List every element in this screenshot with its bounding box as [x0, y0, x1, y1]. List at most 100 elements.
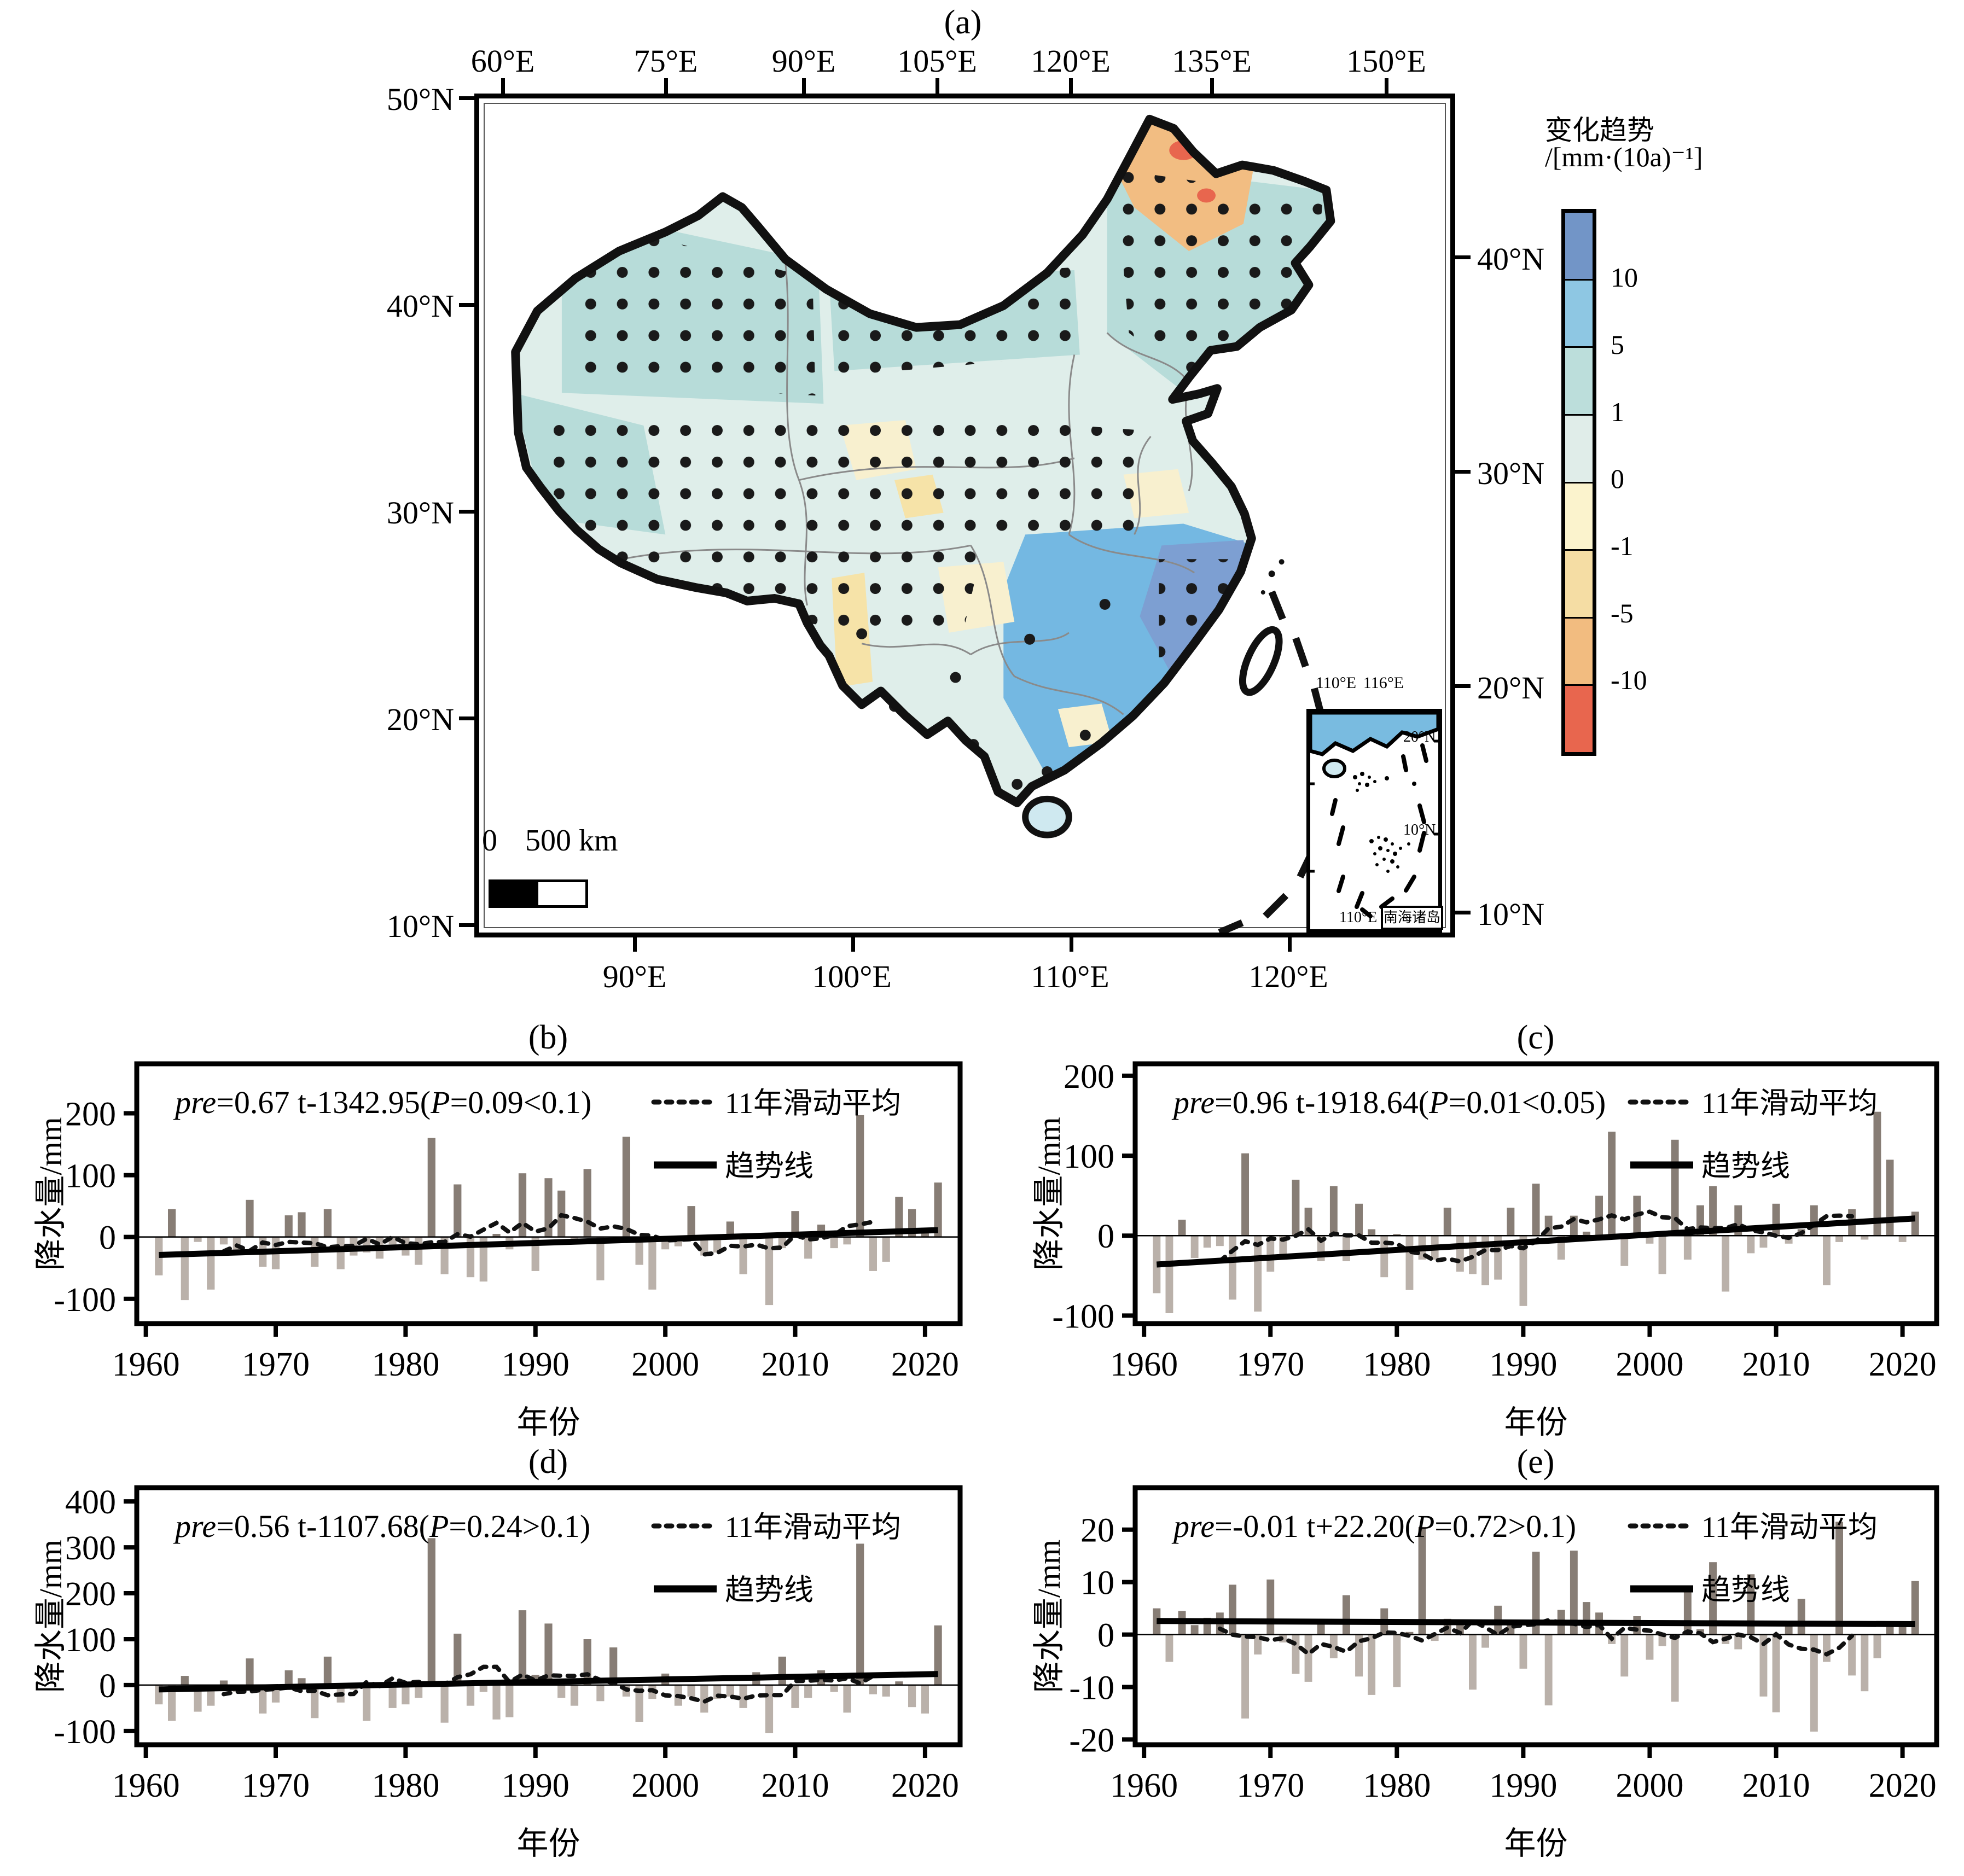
panel-d-title: (d)	[528, 1443, 568, 1481]
bar-1968	[246, 1199, 254, 1237]
trend-line	[1157, 1618, 1915, 1627]
map-top-label: 75°E	[634, 43, 698, 79]
inset-top-label: 110°E	[1315, 674, 1357, 692]
legend-ma-label: 11年滑动平均	[1701, 1087, 1878, 1120]
bar-1992	[557, 1685, 566, 1698]
colorbar-title-2: /[mm·(10a)⁻¹]	[1545, 142, 1703, 172]
bar-1991	[1532, 1184, 1540, 1236]
bars	[155, 1115, 942, 1306]
inset-frame	[1306, 709, 1442, 933]
plot-frame	[134, 1485, 963, 1747]
bar-2010	[1772, 1203, 1780, 1236]
map-right-label: 40°N	[1477, 241, 1545, 277]
x-tick-label: 1990	[502, 1346, 570, 1383]
bar-2006	[739, 1237, 747, 1274]
y-axis-label: 降水量/mm	[33, 1540, 68, 1693]
map-bottom-label: 110°E	[1031, 959, 1109, 994]
bar-2001	[1658, 1634, 1666, 1646]
x-tick-label: 2010	[1742, 1346, 1810, 1383]
map-tick	[1288, 936, 1292, 952]
bar-1996	[1595, 1196, 1603, 1236]
y-tick-label: 200	[65, 1576, 116, 1613]
bar-2019	[1886, 1160, 1894, 1236]
inset-box-label: 南海诸岛	[1381, 906, 1443, 930]
x-tick-label: 1990	[1489, 1346, 1557, 1383]
bar-1986	[479, 1237, 487, 1282]
bar-2008	[1747, 1236, 1755, 1254]
y-tick-label: 100	[1064, 1138, 1114, 1175]
map-tick	[1069, 78, 1073, 94]
bar-2011	[804, 1685, 812, 1698]
x-tick-label: 2010	[762, 1346, 829, 1383]
bar-1985	[466, 1685, 475, 1706]
panel-c-title: (c)	[1516, 1019, 1555, 1056]
bar-1963	[181, 1676, 189, 1685]
y-axis-label: 降水量/mm	[1031, 1117, 1067, 1270]
map-tick	[802, 78, 806, 94]
panel-e-title: (e)	[1516, 1443, 1555, 1481]
inset-top-label: 116°E	[1363, 674, 1404, 692]
bar-2014	[1823, 1634, 1831, 1662]
china-map	[511, 114, 1335, 933]
bar-2005	[726, 1685, 734, 1697]
map-tick	[633, 936, 637, 952]
bar-1995	[596, 1237, 605, 1280]
map-top-label: 150°E	[1346, 43, 1426, 79]
bar-2000	[1646, 1634, 1654, 1660]
colorbar-tick: 0	[1611, 463, 1624, 494]
colorbar	[1561, 209, 1596, 756]
map-left-label: 40°N	[386, 288, 454, 324]
bar-2016	[869, 1685, 877, 1694]
colorbar-segment-1	[1565, 278, 1593, 347]
bar-1966	[1216, 1236, 1224, 1246]
chart-panel-e: 20 10 0 -10 -20 1960 1970 1980 1990 2000 2010 2020 降…	[1031, 1441, 1964, 1876]
bar-1963	[1178, 1220, 1186, 1236]
bar-1967	[1229, 1236, 1236, 1300]
bar-1993	[570, 1685, 579, 1706]
bars	[1153, 1522, 1919, 1732]
x-tick-label: 1960	[112, 1346, 180, 1383]
bar-1987	[492, 1234, 501, 1237]
bar-1985	[1456, 1236, 1464, 1272]
bar-1982	[427, 1538, 435, 1685]
bar-1962	[1165, 1634, 1173, 1662]
bars	[1153, 1111, 1919, 1313]
bar-2017	[882, 1685, 890, 1697]
bar-2016	[869, 1237, 877, 1271]
x-axis-label: 年份	[516, 1405, 580, 1440]
bar-1997	[622, 1137, 630, 1237]
bar-2002	[687, 1685, 695, 1697]
y-tick-label: -100	[1052, 1298, 1114, 1335]
bar-2014	[1823, 1236, 1831, 1285]
colorbar-segment-5	[1565, 549, 1593, 617]
y-tick-label: 200	[65, 1096, 116, 1133]
bar-2014	[843, 1237, 851, 1245]
bar-1972	[298, 1212, 306, 1237]
bar-1999	[648, 1237, 656, 1290]
map-tick	[1455, 255, 1471, 259]
bar-1973	[1304, 1634, 1312, 1682]
equation: pre=0.67 t-1342.95(P=0.09<0.1)	[173, 1085, 591, 1120]
chart-b-svg: 200 100 0 -100 1960 1970 1980 1990 2000 2010 2020 降…	[33, 1061, 963, 1440]
x-tick-label: 1960	[112, 1767, 180, 1804]
legend-ma-label: 11年滑动平均	[1701, 1511, 1878, 1543]
inset-bottom-label: 110°E	[1339, 909, 1378, 926]
map-tick	[851, 936, 855, 952]
plot-frame	[1132, 1485, 1939, 1747]
bar-1975	[336, 1237, 345, 1269]
colorbar-tick: 5	[1611, 329, 1624, 360]
bar-1975	[1329, 1186, 1338, 1236]
bar-2002	[1671, 1634, 1679, 1702]
y-tick-label: -100	[54, 1281, 116, 1319]
bar-2012	[1797, 1599, 1805, 1635]
x-tick-label: 2020	[1869, 1767, 1937, 1804]
legend-ma-label: 11年滑动平均	[725, 1511, 901, 1543]
inset-islands	[1353, 772, 1416, 873]
x-tick-label: 1960	[1110, 1346, 1178, 1383]
bar-1980	[402, 1685, 410, 1705]
bar-1974	[323, 1656, 332, 1685]
x-tick-label: 2020	[891, 1767, 959, 1804]
bar-2013	[1810, 1634, 1818, 1732]
legend-ma-label: 11年滑动平均	[725, 1087, 901, 1120]
colorbar-segment-3	[1565, 413, 1593, 482]
